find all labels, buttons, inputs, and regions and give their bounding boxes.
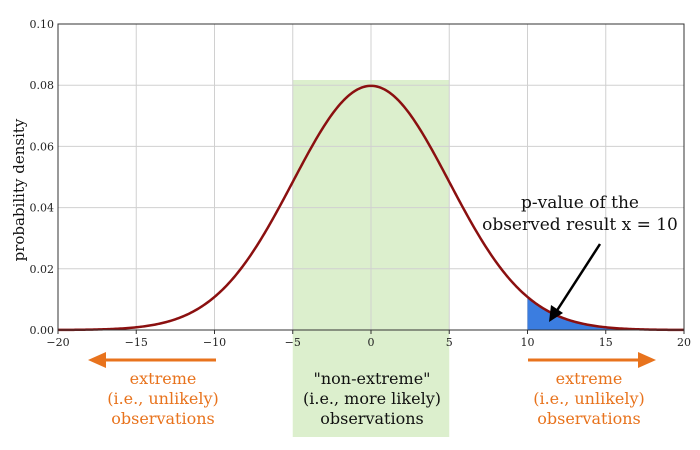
x-tick-label: 20 [677,336,691,349]
y-axis-label: probability density [10,118,28,261]
y-tick-label: 0.08 [30,79,55,92]
pvalue-tail-area [527,296,684,330]
left-orange-arrow [88,352,216,368]
right-extreme-line3: observations [537,409,640,428]
y-tick-label: 0.04 [30,202,55,215]
density-curve [57,84,685,332]
pvalue-label-line1: p-value of the [521,193,639,213]
center-label-line3: observations [320,409,423,428]
x-tick-label: 0 [368,336,375,349]
y-tick-label: 0.06 [30,140,55,153]
left-extreme-line3: observations [111,409,214,428]
x-tick-label: 10 [521,336,535,349]
right-orange-arrow [528,352,656,368]
left-extreme-line1: extreme [130,369,197,388]
left-extreme-line2: (i.e., unlikely) [107,389,219,408]
right-extreme-line1: extreme [556,369,623,388]
pvalue-label-line2: observed result x = 10 [482,215,678,235]
x-tick-label: −15 [125,336,148,349]
center-label-line1: "non-extreme" [313,369,430,388]
pvalue-arrow [549,243,602,322]
grid-lines [57,23,685,331]
y-axis-ticks: 0.00 0.02 0.04 0.06 0.08 0.10 [30,18,55,337]
x-tick-label: −10 [203,336,226,349]
x-axis-ticks: −20 −15 −10 −5 0 5 10 15 20 [46,330,691,349]
center-label-line2: (i.e., more likely) [303,389,441,408]
x-tick-label: −5 [285,336,301,349]
x-tick-label: 5 [446,336,453,349]
y-tick-label: 0.00 [30,324,55,337]
y-tick-label: 0.02 [30,263,55,276]
x-tick-label: −20 [46,336,69,349]
y-tick-label: 0.10 [30,18,55,31]
right-extreme-line2: (i.e., unlikely) [533,389,645,408]
x-tick-label: 15 [599,336,613,349]
